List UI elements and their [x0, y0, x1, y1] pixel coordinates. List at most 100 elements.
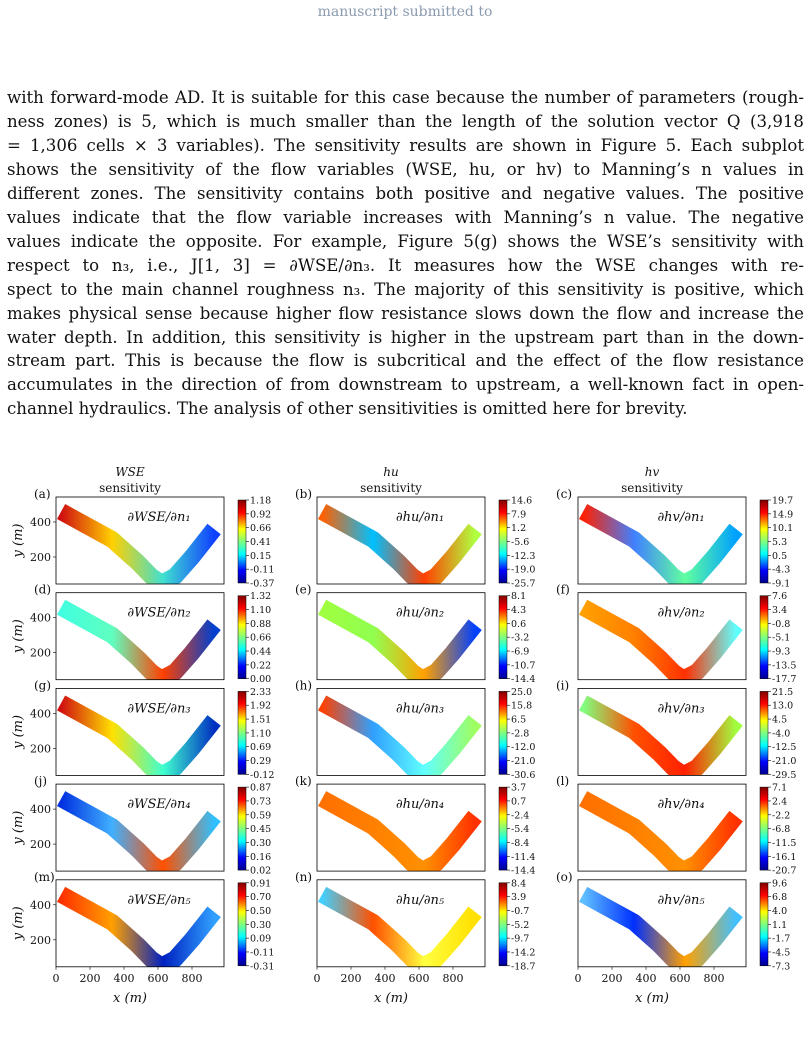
colorbar-tick-label: 0.87	[250, 783, 271, 794]
panel-frame	[316, 496, 486, 585]
colorbar-tick-label: -17.7	[772, 674, 796, 685]
colorbar-tick-label: -9.3	[772, 647, 790, 658]
colorbar	[759, 499, 769, 584]
colorbar-tick-label: -13.5	[772, 660, 796, 671]
x-tick-label: 0	[575, 972, 582, 985]
colorbar-tick-label: 9.6	[772, 878, 787, 889]
colorbar	[237, 499, 247, 584]
y-axis-label: y (m)	[11, 811, 26, 846]
colorbar-tick-label: 0.41	[250, 537, 271, 548]
sensitivity-field	[318, 791, 482, 872]
x-axis-label: x (m)	[635, 991, 669, 1006]
colorbar-tick-label: -5.4	[511, 824, 529, 835]
y-axis-label: y (m)	[11, 619, 26, 654]
panel-frame	[316, 592, 486, 681]
colorbar-tick-label: -7.3	[772, 961, 790, 972]
colorbar-tick-label: -4.3	[772, 565, 790, 576]
colorbar-tick-label: 0.30	[250, 838, 271, 849]
colorbar	[237, 882, 247, 967]
colorbar-tick-label: -10.7	[511, 660, 535, 671]
sensitivity-field	[318, 695, 482, 776]
panel-expression: ∂hv/∂n₂	[657, 606, 704, 621]
colorbar	[498, 595, 508, 679]
text-line: stream part. This is because the flow is…	[7, 351, 804, 371]
colorbar-tick-label: 0.92	[250, 509, 271, 520]
colorbar-tick-label: 0.44	[250, 647, 271, 658]
panel-frame	[55, 592, 225, 681]
colorbar-tick-label: 0.66	[250, 633, 271, 644]
colorbar-tick-label: -2.2	[772, 810, 790, 821]
colorbar-tick-label: -3.2	[511, 633, 529, 644]
x-axis-label: x (m)	[374, 991, 408, 1006]
column-title: hv	[645, 465, 660, 479]
sensitivity-field	[579, 886, 743, 967]
panel-frame	[577, 783, 747, 872]
colorbar-tick-label: -14.4	[511, 674, 535, 685]
colorbar-tick-label: -18.7	[511, 961, 535, 972]
panel-expression: ∂hv/∂n₃	[657, 701, 704, 716]
panel-label: (m)	[34, 870, 55, 884]
panel-frame	[577, 496, 747, 585]
colorbar-tick-label: 3.7	[511, 783, 526, 794]
panel-label: (a)	[34, 487, 51, 501]
text-line: = 1,306 cells × 3 variables). The sensit…	[7, 135, 804, 155]
colorbar-tick-label: 1.92	[250, 701, 271, 712]
colorbar	[498, 786, 508, 871]
column-title: sensitivity	[99, 481, 161, 495]
text-line: values indicate that the flow variable i…	[7, 207, 804, 227]
text-line: respect to n₃, i.e., J[1, 3] = ∂WSE/∂n₃.…	[7, 255, 804, 275]
text-line: with forward-mode AD. It is suitable for…	[7, 88, 804, 107]
panel-expression: ∂hu/∂n₄	[396, 797, 444, 812]
colorbar-tick-label: 0.88	[250, 619, 271, 630]
x-tick-label: 600	[670, 972, 691, 985]
colorbar-tick-label: 0.73	[250, 796, 271, 807]
panel-label: (k)	[295, 774, 312, 788]
colorbar-tick-label: -12.5	[772, 742, 796, 753]
panel-frame	[55, 783, 225, 872]
x-tick-label: 0	[53, 972, 60, 985]
colorbar-tick-label: 6.5	[511, 715, 526, 726]
colorbar-tick-label: 8.1	[511, 591, 526, 602]
colorbar	[498, 691, 508, 775]
colorbar-tick-label: 19.7	[772, 496, 793, 507]
panel-expression: ∂WSE/∂n₅	[127, 893, 191, 908]
panel-frame	[577, 687, 747, 776]
colorbar-tick-label: -12.3	[511, 551, 535, 562]
colorbar-tick-label: -2.4	[511, 810, 529, 821]
colorbar-tick-label: 0.00	[250, 674, 271, 685]
y-tick-label: 200	[30, 838, 51, 851]
colorbar	[237, 786, 247, 871]
text-line: ness zones) is 5, which is much smaller …	[7, 111, 804, 131]
x-axis-label: x (m)	[113, 991, 147, 1006]
sensitivity-field	[57, 504, 221, 584]
panel-frame	[55, 879, 225, 968]
text-line: makes physical sense because higher flow…	[7, 303, 804, 323]
sensitivity-field	[318, 599, 482, 680]
colorbar-tick-label: -0.8	[772, 619, 790, 630]
colorbar-tick-label: 0.6	[511, 619, 526, 630]
y-tick-label: 200	[30, 742, 51, 755]
colorbar-tick-label: 13.0	[772, 701, 793, 712]
colorbar-tick-label: -2.8	[511, 728, 529, 739]
x-tick-label: 0	[314, 972, 321, 985]
colorbar-tick-label: -11.5	[772, 838, 796, 849]
panel-expression: ∂WSE/∂n₄	[127, 797, 190, 812]
colorbar-tick-label: 4.5	[772, 715, 787, 726]
colorbar-tick-label: 21.5	[772, 687, 793, 698]
colorbar-tick-label: 0.5	[772, 551, 787, 562]
x-tick-label: 600	[409, 972, 430, 985]
colorbar-tick-label: 0.29	[250, 756, 271, 767]
colorbar-tick-label: -0.11	[250, 947, 274, 958]
y-tick-label: 200	[30, 934, 51, 947]
colorbar-tick-label: 2.33	[250, 687, 271, 698]
colorbar-tick-label: 8.4	[511, 878, 526, 889]
colorbar-tick-label: 0.45	[250, 824, 271, 835]
panel-expression: ∂WSE/∂n₃	[127, 701, 190, 716]
colorbar-tick-label: 14.9	[772, 509, 793, 520]
column-title: sensitivity	[360, 481, 422, 495]
colorbar-tick-label: 1.10	[250, 605, 271, 616]
colorbar-tick-label: 1.10	[250, 728, 271, 739]
panel-expression: ∂WSE/∂n₁	[127, 510, 190, 525]
colorbar-tick-label: 15.8	[511, 701, 532, 712]
